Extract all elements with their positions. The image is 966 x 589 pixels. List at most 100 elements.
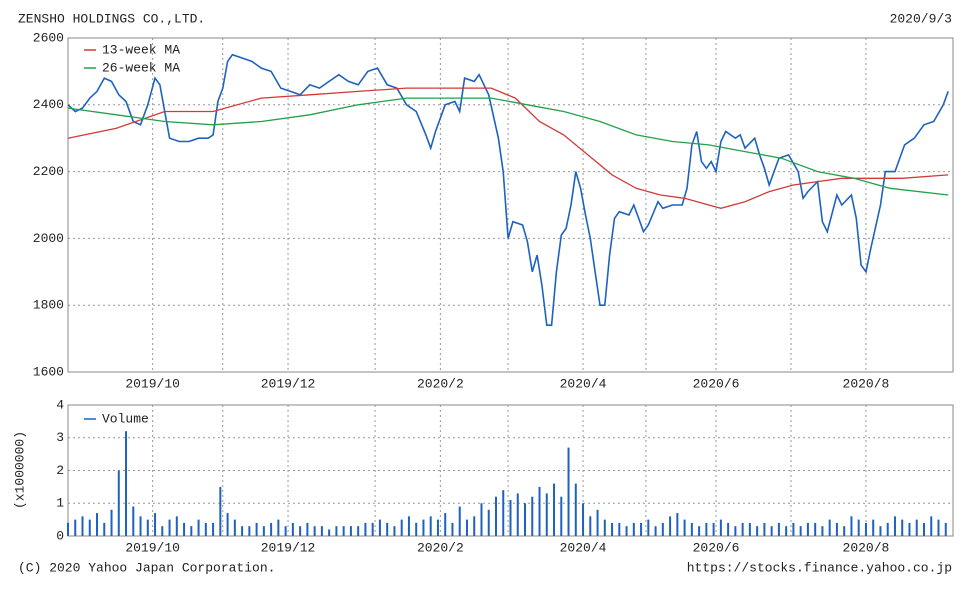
volume-bar xyxy=(407,516,410,536)
volume-bar xyxy=(879,526,882,536)
volume-bar xyxy=(88,519,91,536)
volume-bar xyxy=(378,519,381,536)
volume-bar xyxy=(683,519,686,536)
volume-bar xyxy=(922,522,925,536)
volume-bar xyxy=(190,526,193,536)
volume-bar xyxy=(560,496,563,536)
x-tick-label: 2020/8 xyxy=(843,540,890,555)
volume-bar xyxy=(698,526,701,536)
volume-bar xyxy=(175,516,178,536)
volume-bar xyxy=(756,526,759,536)
volume-bar xyxy=(74,519,77,536)
volume-bar xyxy=(712,522,715,536)
volume-bar xyxy=(139,516,142,536)
volume-bar xyxy=(422,519,425,536)
volume-bar xyxy=(647,519,650,536)
volume-bar xyxy=(843,526,846,536)
y-tick-label: 2000 xyxy=(33,231,64,246)
volume-bar xyxy=(886,522,889,536)
volume-bar xyxy=(146,519,149,536)
line-1 xyxy=(67,87,949,209)
volume-bar xyxy=(676,513,679,536)
volume-bar xyxy=(154,513,157,536)
volume-bar xyxy=(320,526,323,536)
copyright: (C) 2020 Yahoo Japan Corporation. xyxy=(18,560,275,575)
volume-bar xyxy=(473,516,476,536)
volume-bar xyxy=(567,447,570,536)
volume-bar xyxy=(480,503,483,536)
volume-bar xyxy=(944,522,947,536)
volume-bar xyxy=(248,526,251,536)
volume-bar xyxy=(763,522,766,536)
y-tick-label: 1 xyxy=(56,496,64,511)
volume-bar xyxy=(291,522,294,536)
volume-bar xyxy=(792,522,795,536)
volume-bar xyxy=(748,522,751,536)
volume-bar xyxy=(705,522,708,536)
volume-bar xyxy=(770,526,773,536)
legend-label: Volume xyxy=(102,411,149,426)
volume-bar xyxy=(204,522,207,536)
volume-bar xyxy=(719,519,722,536)
volume-bar xyxy=(349,526,352,536)
legend-label: 13-week MA xyxy=(102,42,180,57)
volume-bar xyxy=(125,431,128,536)
volume-bar xyxy=(502,490,505,536)
volume-bar xyxy=(814,522,817,536)
y-tick-label: 4 xyxy=(56,397,64,412)
volume-bar xyxy=(161,526,164,536)
volume-bar xyxy=(103,522,106,536)
volume-bar xyxy=(553,483,556,536)
volume-bar xyxy=(487,509,490,536)
volume-bar xyxy=(857,519,860,536)
volume-bar xyxy=(872,519,875,536)
volume-bar xyxy=(436,519,439,536)
volume-bar xyxy=(864,522,867,536)
volume-bar xyxy=(777,522,780,536)
volume-bar xyxy=(937,519,940,536)
volume-bar xyxy=(785,526,788,536)
volume-bar xyxy=(67,522,69,536)
volume-bar xyxy=(364,522,367,536)
volume-bar xyxy=(596,509,599,536)
volume-bar xyxy=(451,522,454,536)
x-tick-label: 2020/8 xyxy=(843,376,890,391)
volume-bar xyxy=(930,516,933,536)
chart-date: 2020/9/3 xyxy=(890,11,952,26)
x-tick-label: 2019/10 xyxy=(125,540,180,555)
volume-bar xyxy=(908,522,911,536)
volume-bar xyxy=(603,519,606,536)
volume-bar xyxy=(313,526,316,536)
volume-bar xyxy=(219,486,222,536)
volume-bar xyxy=(632,522,635,536)
y-tick-label: 1600 xyxy=(33,364,64,379)
volume-bar xyxy=(465,519,468,536)
volume-bar xyxy=(538,486,541,536)
volume-bar xyxy=(357,526,360,536)
y-tick-label: 2 xyxy=(56,463,64,478)
volume-bar xyxy=(574,483,577,536)
volume-bar xyxy=(669,516,672,536)
volume-bar xyxy=(661,522,664,536)
y-axis-label: (x1000000) xyxy=(12,431,27,509)
volume-bar xyxy=(509,499,512,536)
volume-bar xyxy=(850,516,853,536)
volume-bar xyxy=(328,529,331,536)
x-tick-label: 2020/2 xyxy=(417,376,464,391)
volume-bar xyxy=(799,526,802,536)
volume-bar xyxy=(444,513,447,536)
volume-bar xyxy=(625,526,628,536)
volume-bar xyxy=(255,522,258,536)
y-tick-label: 1800 xyxy=(33,298,64,313)
volume-bar xyxy=(531,496,534,536)
volume-bar xyxy=(306,522,309,536)
volume-bar xyxy=(197,519,200,536)
volume-bar xyxy=(458,506,461,536)
volume-bar xyxy=(183,522,186,536)
volume-bar xyxy=(117,470,120,536)
volume-bar xyxy=(168,519,171,536)
volume-bar xyxy=(226,513,229,536)
volume-bar xyxy=(284,526,287,536)
volume-bar xyxy=(494,496,497,536)
volume-bar xyxy=(429,516,432,536)
